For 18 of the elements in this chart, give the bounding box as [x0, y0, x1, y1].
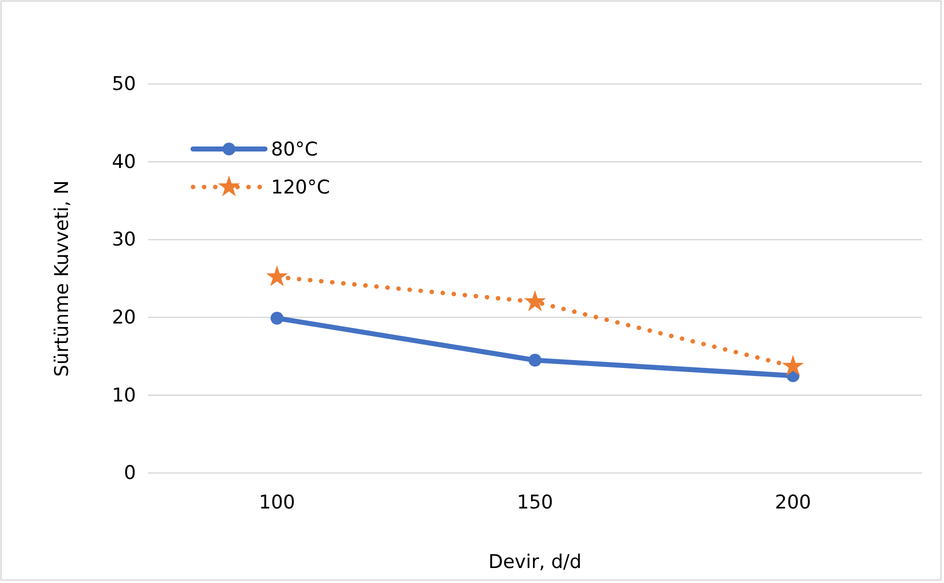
point — [524, 290, 546, 312]
y-tick-label: 40 — [112, 150, 136, 173]
y-tick-label: 20 — [112, 306, 136, 328]
y-tick-label: 0 — [124, 462, 136, 484]
y-tick-label: 50 — [112, 73, 136, 96]
y-axis-title: Sürtünme Kuvveti, N — [51, 180, 73, 377]
x-tick-label: 200 — [774, 491, 812, 514]
y-tick-label: 30 — [112, 228, 136, 251]
x-tick-label: 100 — [258, 491, 296, 514]
point — [782, 354, 804, 376]
x-axis-title: Devir, d/d — [488, 551, 582, 573]
legend-label: 120°C — [271, 176, 330, 199]
legend-label: 80°C — [271, 138, 318, 161]
point — [528, 354, 542, 367]
point — [270, 312, 284, 325]
y-tick-label: 10 — [112, 384, 136, 406]
point — [266, 265, 288, 286]
x-tick-label: 150 — [516, 491, 554, 514]
